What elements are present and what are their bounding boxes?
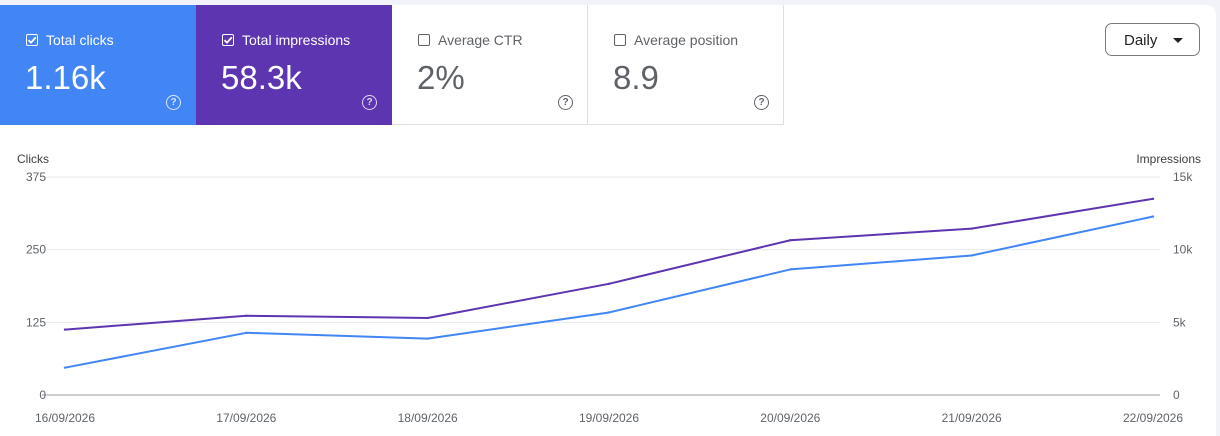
caret-down-icon — [1173, 38, 1183, 43]
metric-average-position[interactable]: Average position 8.9 ? — [588, 5, 784, 125]
help-icon[interactable]: ? — [362, 95, 377, 110]
y-right-tick-label: 5k — [1173, 315, 1187, 329]
series-point-impressions — [63, 328, 67, 331]
metric-tabs: Total clicks 1.16k ? Total impressions 5… — [0, 5, 784, 125]
metric-value: 1.16k — [25, 59, 106, 96]
series-point-clicks — [607, 311, 611, 314]
y-left-tick-label: 375 — [26, 170, 46, 184]
series-point-clicks — [63, 366, 67, 369]
metric-label: Total impressions — [242, 32, 351, 48]
x-tick-label: 21/09/2026 — [942, 411, 1002, 425]
series-line-clicks — [64, 215, 1154, 369]
metric-average-ctr[interactable]: Average CTR 2% ? — [392, 5, 588, 125]
metric-value: 8.9 — [613, 59, 659, 96]
series-point-clicks — [245, 331, 248, 334]
x-tick-label: 19/09/2026 — [579, 411, 639, 425]
y-right-tick-label: 15k — [1173, 170, 1193, 184]
y-left-tick-label: 250 — [26, 243, 46, 257]
checkbox-checked-icon[interactable] — [222, 34, 234, 46]
x-tick-label: 16/09/2026 — [35, 411, 95, 425]
metric-label: Average position — [634, 32, 739, 48]
series-point-impressions — [789, 239, 792, 242]
series-point-clicks — [970, 254, 973, 257]
y-left-axis-title: Clicks — [17, 152, 49, 166]
help-icon[interactable]: ? — [558, 95, 573, 110]
date-granularity-dropdown[interactable]: Daily — [1105, 23, 1200, 56]
series-point-clicks — [789, 268, 792, 271]
series-point-impressions — [245, 314, 248, 317]
metric-value: 58.3k — [221, 59, 302, 96]
series-line-impressions — [64, 197, 1154, 331]
y-left-tick-label: 0 — [39, 388, 46, 402]
dropdown-label: Daily — [1124, 32, 1158, 49]
series-point-impressions — [607, 282, 611, 286]
x-tick-label: 20/09/2026 — [760, 411, 820, 425]
x-tick-label: 18/09/2026 — [398, 411, 458, 425]
y-right-axis-title: Impressions — [1136, 152, 1201, 166]
checkbox-unchecked-icon[interactable] — [614, 34, 626, 46]
y-right-tick-label: 10k — [1173, 243, 1193, 257]
series-point-clicks — [1151, 215, 1155, 218]
metric-label: Total clicks — [46, 32, 114, 48]
y-right-tick-label: 0 — [1173, 388, 1180, 402]
metric-value: 2% — [417, 59, 465, 96]
help-icon[interactable]: ? — [166, 95, 181, 110]
performance-card: Total clicks 1.16k ? Total impressions 5… — [0, 5, 1216, 436]
y-left-tick-label: 125 — [26, 315, 46, 329]
series-point-impressions — [426, 316, 429, 320]
metric-total-clicks[interactable]: Total clicks 1.16k ? — [0, 5, 196, 125]
performance-chart: 0 125 250 375 0 5k 10k 15k Clicks Impressions 16/0… — [17, 152, 1201, 425]
checkbox-unchecked-icon[interactable] — [418, 34, 430, 46]
metric-label: Average CTR — [438, 32, 523, 48]
series-point-clicks — [426, 337, 429, 340]
help-icon[interactable]: ? — [754, 95, 769, 110]
x-tick-label: 17/09/2026 — [216, 411, 276, 425]
metric-total-impressions[interactable]: Total impressions 58.3k ? — [196, 5, 392, 125]
series-point-impressions — [1151, 197, 1155, 200]
checkbox-checked-icon[interactable] — [26, 34, 38, 46]
series-point-impressions — [970, 227, 973, 230]
x-tick-label: 22/09/2026 — [1123, 411, 1183, 425]
